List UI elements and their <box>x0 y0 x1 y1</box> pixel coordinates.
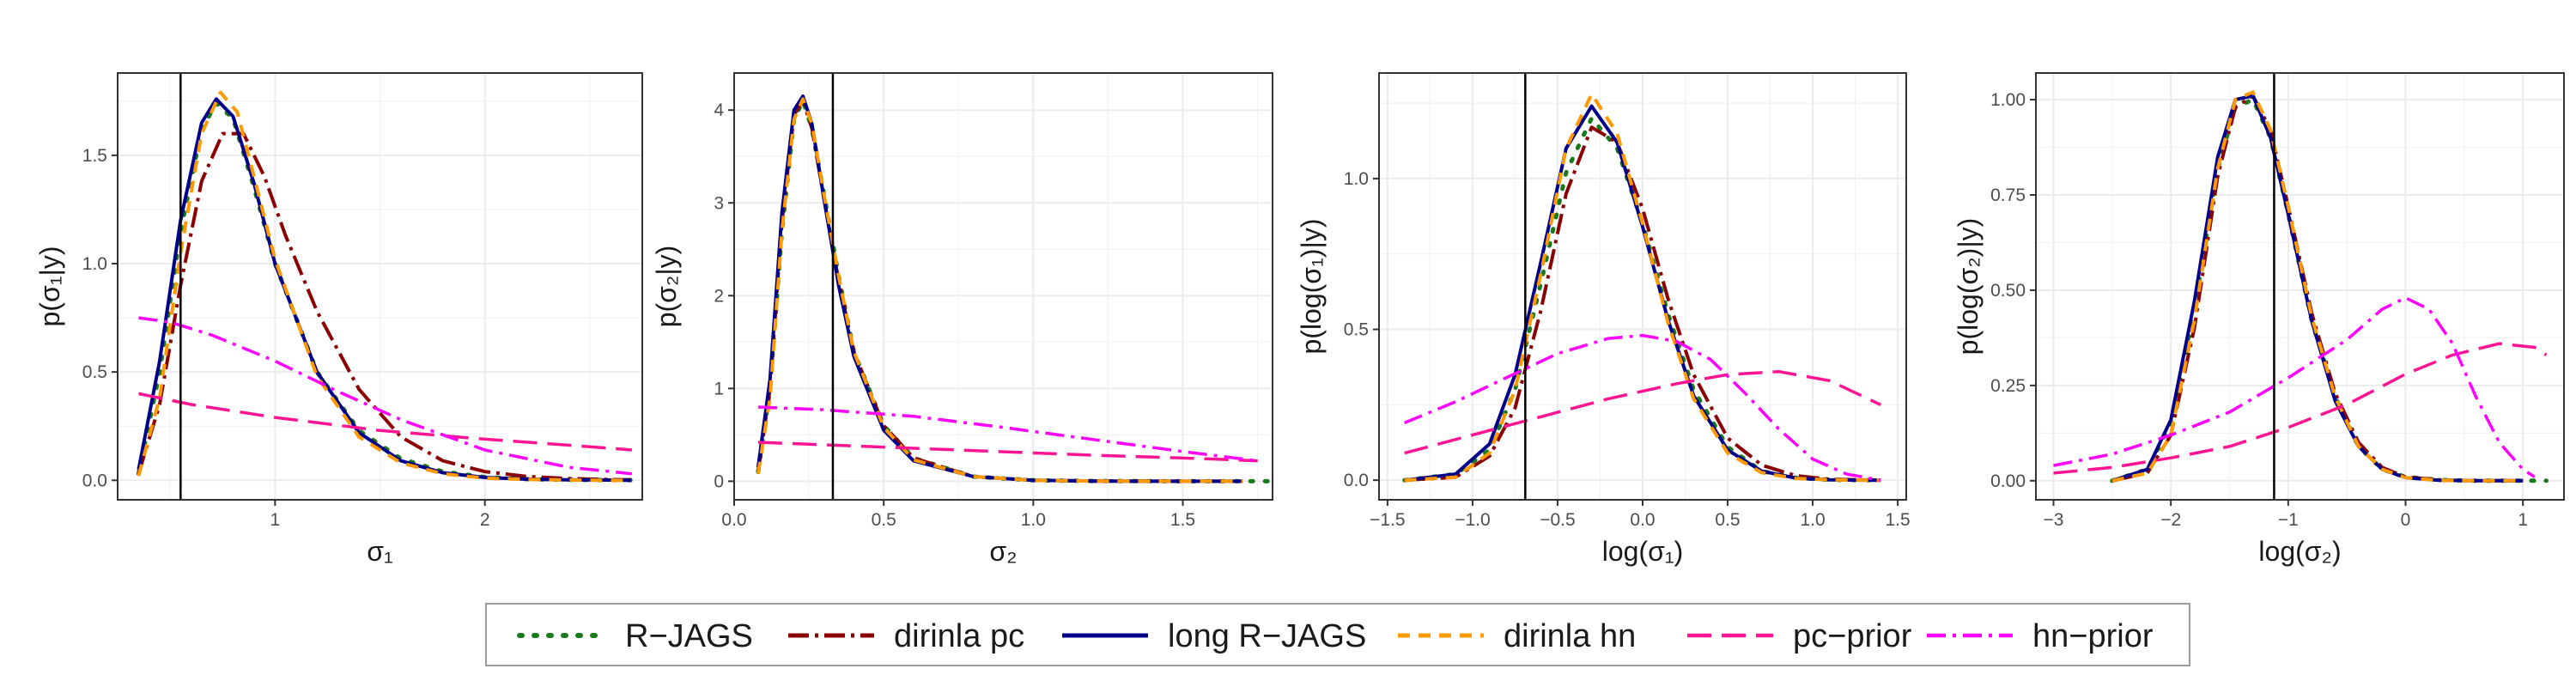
x-tick-label: 1.5 <box>1885 510 1910 530</box>
y-tick-label: 4 <box>714 100 724 120</box>
series-line <box>1404 333 1881 482</box>
x-tick-label: 0 <box>2401 510 2411 530</box>
y-tick-label: 0.75 <box>1990 185 2026 205</box>
y-tick-label: 0.5 <box>1344 320 1369 340</box>
legend: R−JAGS dirinla pc long R−JAGS dirinla hn pc−… <box>485 603 2190 666</box>
x-tick-label: 0.0 <box>721 510 746 530</box>
panel-1: 1 2 0.0 0.5 1.0 1.5 σ₁ p(σ₁|y) <box>34 72 645 567</box>
series-line <box>2111 94 2524 483</box>
legend-label: dirinla hn <box>1504 618 1636 654</box>
x-tick-label: 1 <box>270 510 280 530</box>
x-tick-label: 1.0 <box>1021 510 1046 530</box>
series-line <box>137 131 632 482</box>
x-tick-label: −1.0 <box>1455 510 1490 530</box>
x-tick-label: −1 <box>2278 510 2299 530</box>
legend-label: hn−prior <box>2032 618 2154 654</box>
legend-item: hn−prior <box>1927 618 2154 654</box>
x-tick-label: 2 <box>480 510 490 530</box>
y-tick-label: 0 <box>714 471 724 491</box>
x-tick-label: −3 <box>2044 510 2064 530</box>
x-axis-title: σ₁ <box>367 536 393 567</box>
x-tick-label: −2 <box>2160 510 2181 530</box>
y-tick-label: 1.5 <box>82 146 107 166</box>
panel-3: −1.5 −1.0 −0.5 0.0 0.5 1.0 1.5 0.0 0.5 1.0 log(σ₁)… <box>1296 72 1911 567</box>
x-tick-label: 1.0 <box>1800 510 1825 530</box>
y-tick-label: 1.0 <box>82 254 107 274</box>
legend-label: dirinla pc <box>894 618 1024 654</box>
y-tick-label: 0.25 <box>1990 376 2026 396</box>
y-tick-label: 0.5 <box>82 362 107 382</box>
x-tick-label: 1.5 <box>1170 510 1195 530</box>
panel-border <box>117 72 643 501</box>
series-line <box>1404 369 1882 455</box>
x-tick-label: 0.5 <box>1715 510 1740 530</box>
series-line <box>1404 92 1881 483</box>
panel-4: −3 −2 −1 0 1 0.00 0.25 0.50 0.75 1.00 log(σ₂) p(log… <box>1953 72 2565 567</box>
series-line <box>2111 90 2524 483</box>
y-axis-title: p(log(σ₁)|y) <box>1296 219 1327 355</box>
panel-2: 0.0 0.5 1.0 1.5 0 1 2 3 4 σ₂ p(σ₂|y) <box>651 72 1275 567</box>
legend-label: R−JAGS <box>625 618 753 654</box>
panel-background <box>2036 73 2564 500</box>
panel-border <box>733 72 1273 501</box>
y-tick-label: 1.00 <box>1990 90 2026 110</box>
series-line <box>138 316 632 476</box>
y-axis-title: p(σ₂|y) <box>651 246 682 328</box>
legend-item: dirinla hn <box>1398 618 1636 654</box>
series-line <box>756 97 1243 483</box>
series-line <box>1404 125 1881 483</box>
x-tick-label: 1 <box>2518 510 2528 530</box>
legend-item: dirinla pc <box>788 618 1024 654</box>
x-tick-label: 0.0 <box>1630 510 1655 530</box>
panel-border <box>2035 72 2565 501</box>
series-line <box>757 441 1258 463</box>
y-tick-label: 0.50 <box>1990 281 2026 301</box>
y-tick-label: 3 <box>714 193 724 213</box>
series-line <box>138 392 632 452</box>
x-tick-label: 0.5 <box>872 510 896 530</box>
x-tick-label: −1.5 <box>1370 510 1405 530</box>
y-tick-label: 0.00 <box>1990 471 2026 491</box>
legend-item: pc−prior <box>1687 618 1912 654</box>
y-tick-label: 0.0 <box>1344 471 1369 490</box>
legend-label: pc−prior <box>1793 618 1912 654</box>
legend-box <box>485 603 2190 666</box>
y-axis-title: p(σ₁|y) <box>34 246 65 327</box>
legend-item: long R−JAGS <box>1062 618 1366 654</box>
x-axis-title: σ₂ <box>989 536 1017 567</box>
y-axis-title: p(log(σ₂)|y) <box>1953 218 1984 356</box>
x-axis-title: log(σ₁) <box>1602 536 1684 567</box>
y-tick-label: 0.0 <box>82 471 107 490</box>
y-tick-label: 1 <box>714 379 724 398</box>
y-tick-label: 2 <box>714 286 724 306</box>
x-axis-title: log(σ₂) <box>2258 536 2341 567</box>
legend-label: long R−JAGS <box>1168 618 1366 654</box>
x-tick-label: −0.5 <box>1540 510 1575 530</box>
legend-item: R−JAGS <box>517 618 753 654</box>
y-tick-label: 1.0 <box>1344 169 1369 189</box>
